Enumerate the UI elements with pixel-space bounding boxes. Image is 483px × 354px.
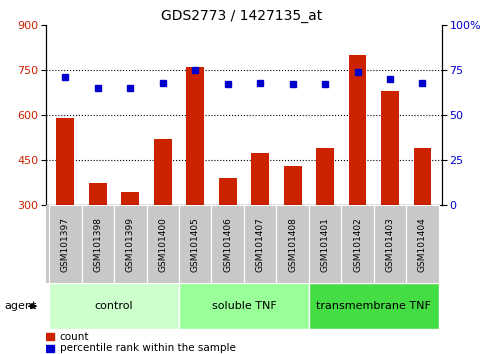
- Text: GSM101399: GSM101399: [126, 217, 135, 272]
- Text: GSM101401: GSM101401: [321, 217, 329, 272]
- Bar: [57, 118, 74, 205]
- Bar: [179, 205, 212, 283]
- Bar: [284, 166, 301, 205]
- Bar: [186, 67, 204, 205]
- Text: GSM101407: GSM101407: [256, 217, 265, 272]
- Bar: [251, 153, 269, 205]
- Bar: [179, 283, 309, 329]
- Bar: [89, 183, 107, 205]
- Bar: [381, 91, 399, 205]
- Text: GSM101400: GSM101400: [158, 217, 167, 272]
- Bar: [146, 205, 179, 283]
- Text: soluble TNF: soluble TNF: [212, 301, 276, 311]
- Text: GSM101398: GSM101398: [93, 217, 102, 272]
- Bar: [49, 283, 179, 329]
- Bar: [341, 205, 374, 283]
- Bar: [406, 205, 439, 283]
- Bar: [154, 139, 171, 205]
- Bar: [309, 283, 439, 329]
- Text: GSM101403: GSM101403: [385, 217, 395, 272]
- Bar: [121, 192, 139, 205]
- Text: GSM101404: GSM101404: [418, 217, 427, 272]
- Bar: [374, 205, 406, 283]
- Bar: [46, 333, 54, 341]
- Bar: [413, 148, 431, 205]
- Text: GSM101406: GSM101406: [223, 217, 232, 272]
- Text: GSM101408: GSM101408: [288, 217, 297, 272]
- Text: agent: agent: [5, 301, 37, 311]
- Bar: [349, 55, 367, 205]
- Text: GDS2773 / 1427135_at: GDS2773 / 1427135_at: [161, 9, 322, 23]
- Text: percentile rank within the sample: percentile rank within the sample: [60, 343, 236, 353]
- Bar: [276, 205, 309, 283]
- Text: GSM101397: GSM101397: [61, 217, 70, 272]
- Text: GSM101405: GSM101405: [191, 217, 199, 272]
- Text: control: control: [95, 301, 133, 311]
- Bar: [46, 344, 54, 352]
- Bar: [114, 205, 146, 283]
- Text: transmembrane TNF: transmembrane TNF: [316, 301, 431, 311]
- Bar: [219, 178, 237, 205]
- Bar: [316, 148, 334, 205]
- Bar: [82, 205, 114, 283]
- Bar: [212, 205, 244, 283]
- Bar: [49, 205, 82, 283]
- Text: count: count: [60, 332, 89, 342]
- Text: GSM101402: GSM101402: [353, 217, 362, 272]
- Bar: [309, 205, 341, 283]
- Bar: [244, 205, 276, 283]
